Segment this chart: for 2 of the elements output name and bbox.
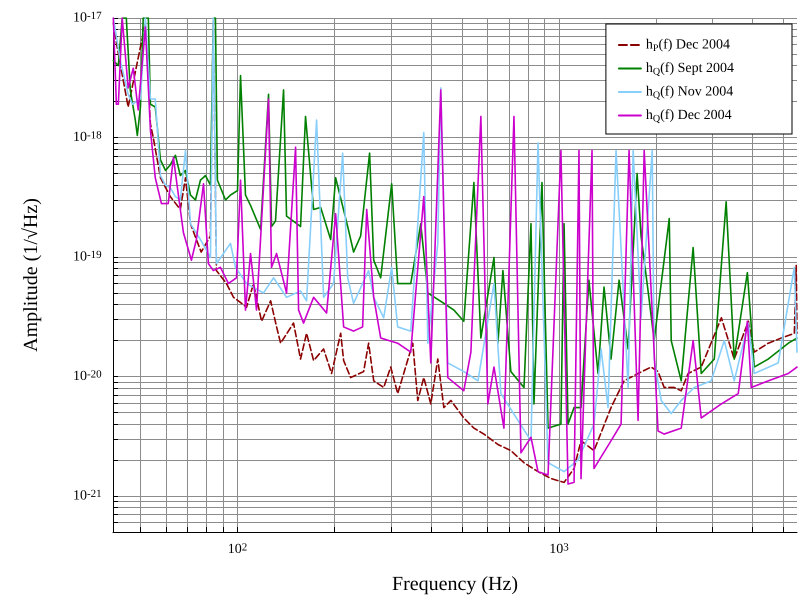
x-axis-title: Frequency (Hz) — [392, 573, 518, 595]
y-axis-title: Amplitude (1/√Hz) — [20, 198, 42, 352]
